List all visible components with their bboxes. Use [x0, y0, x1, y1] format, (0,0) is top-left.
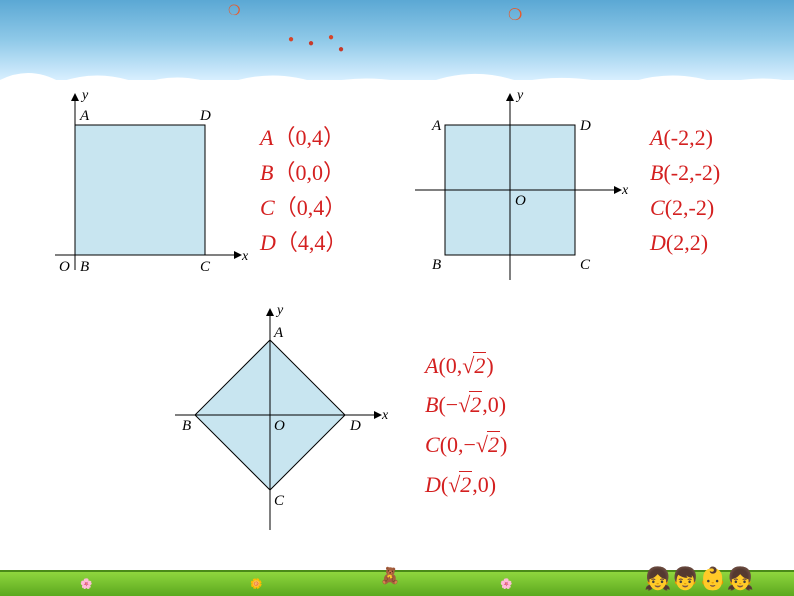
coord-line: B(-2,-2)	[650, 155, 720, 190]
coord-line: A(0,2)	[425, 346, 507, 386]
flower-icon: 🌸	[80, 579, 92, 590]
x-axis-label: x	[621, 183, 629, 198]
point-O-label: O	[274, 418, 285, 434]
flower-icon: 🌸	[500, 579, 512, 590]
kids-icon: 👧👦👶👧	[644, 566, 754, 592]
coord-line: A(-2,2)	[650, 120, 720, 155]
x-axis-label: x	[241, 249, 249, 264]
point-C-label: C	[200, 259, 211, 275]
point-A-label: A	[79, 108, 90, 124]
point-B-label: B	[432, 257, 441, 273]
diagram-2: y x O A D B C	[400, 85, 635, 295]
point-A-label: A	[431, 118, 442, 134]
coord-line: C(2,-2)	[650, 190, 720, 225]
y-axis-label: y	[275, 303, 284, 318]
point-B-label: B	[182, 418, 191, 434]
coord-line: C（0,4）	[260, 190, 380, 225]
point-B-label: B	[80, 259, 89, 275]
y-axis-label: y	[515, 88, 524, 103]
coord-line: D(2,2)	[650, 225, 720, 260]
y-axis-label: y	[80, 88, 89, 103]
toys-icon: 🧸	[380, 566, 400, 586]
square-shape	[75, 125, 205, 255]
point-A-label: A	[273, 325, 284, 341]
point-O-label: O	[59, 259, 70, 275]
coord-line: D(2,0)	[425, 465, 507, 505]
point-O-label: O	[515, 193, 526, 209]
diagram-2-coords: A(-2,2) B(-2,-2) C(2,-2) D(2,2)	[650, 85, 720, 295]
flower-icon: 🌼	[250, 579, 262, 590]
point-D-label: D	[579, 118, 591, 134]
point-D-label: D	[349, 418, 361, 434]
coord-line: C(0,−2)	[425, 425, 507, 465]
diagram-3-coords: A(0,2) B(−2,0) C(0,−2) D(2,0)	[425, 300, 507, 550]
diagram-3: y x O A B C D	[160, 300, 395, 550]
coord-line: D（4,4）	[260, 225, 380, 260]
coord-line: B(−2,0)	[425, 385, 507, 425]
point-C-label: C	[274, 493, 285, 509]
x-axis-label: x	[381, 408, 389, 423]
point-C-label: C	[580, 257, 591, 273]
coord-line: B（0,0）	[260, 155, 380, 190]
diagram-1: y x A D O B C	[45, 85, 250, 295]
point-D-label: D	[199, 108, 211, 124]
diagram-1-coords: A（0,4） B（0,0） C（0,4） D（4,4）	[260, 85, 380, 295]
coord-line: A（0,4）	[260, 120, 380, 155]
